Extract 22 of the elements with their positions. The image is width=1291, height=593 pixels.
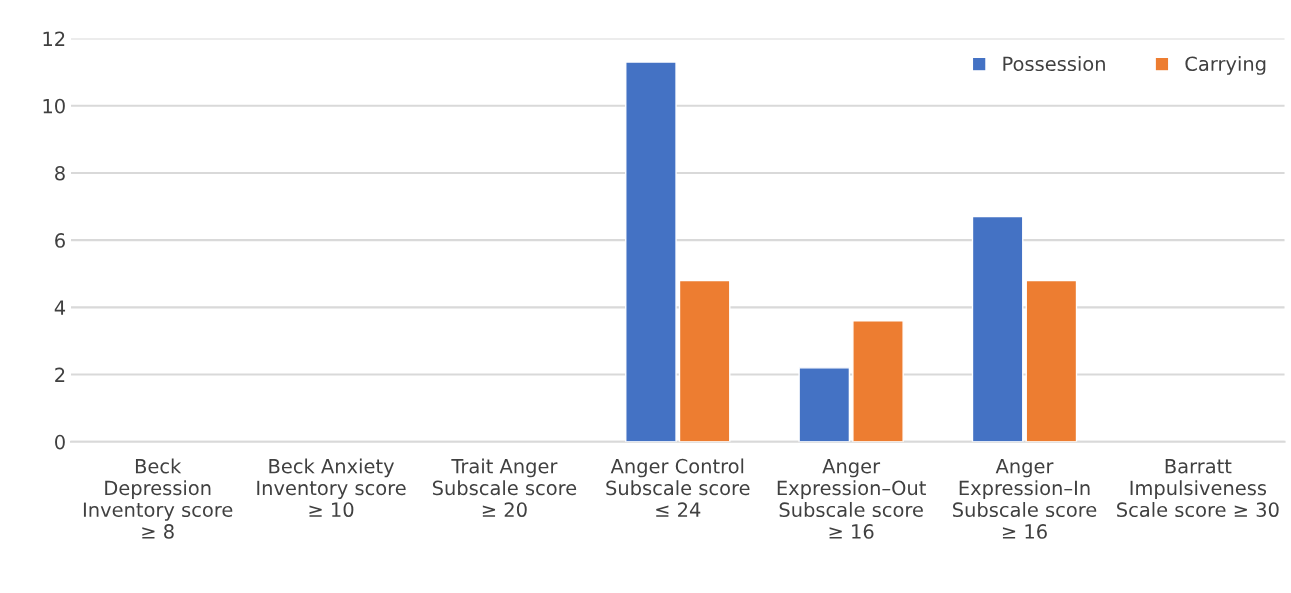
bar (678, 279, 731, 442)
y-tick-label: 10 (43, 98, 65, 114)
y-tick-label: 12 (43, 31, 65, 46)
y-tick-label: 0 (55, 434, 65, 450)
x-tick-label: Anger Expression–Out Subscale score ≥ 16 (777, 459, 926, 539)
y-tick-label: 8 (55, 165, 65, 181)
legend-label: Possession (1003, 56, 1105, 72)
y-tick-label: 2 (55, 367, 65, 382)
bar (625, 61, 677, 442)
y-tick-label: 4 (54, 300, 66, 315)
bar (798, 367, 851, 442)
x-tick-label: Barratt Impulsiveness Scale score ≥ 30 (1117, 459, 1279, 518)
bar (971, 215, 1024, 442)
x-tick-label: Beck Depression Inventory score ≥ 8 (83, 458, 233, 539)
legend-label: Carrying (1185, 56, 1266, 75)
bar (1025, 279, 1078, 442)
y-tick-label: 6 (55, 233, 65, 248)
x-tick-label: Anger Expression–In Subscale score ≥ 16 (953, 459, 1097, 539)
bar (852, 320, 904, 442)
x-tick-label: Beck Anxiety Inventory score ≥ 10 (257, 458, 406, 518)
x-tick-label: Trait Anger Subscale score ≥ 20 (432, 458, 577, 518)
x-tick-label: Anger Control Subscale score ≤ 24 (606, 458, 750, 517)
